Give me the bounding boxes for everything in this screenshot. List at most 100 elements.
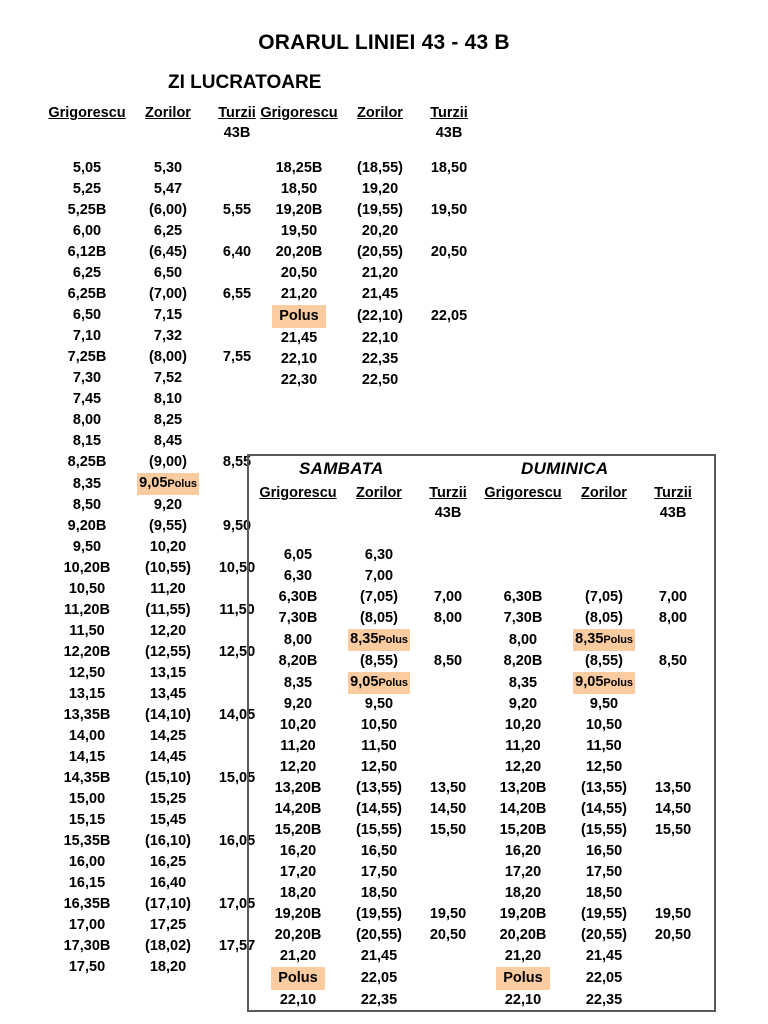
cell-zorilor: (13,55) <box>581 780 627 796</box>
cell-turzii: 8,00 <box>433 610 463 626</box>
cell-turzii: 9,50 <box>222 518 252 534</box>
cell-zorilor: (22,10) <box>357 308 403 324</box>
table-row: 8,35 9,05Polus <box>480 672 704 694</box>
spacer-cell <box>642 524 704 545</box>
cell-grigorescu: 16,35B <box>63 896 111 912</box>
cell-zorilor: (18,55) <box>357 160 403 176</box>
cell-grigorescu: 10,20B <box>63 560 111 576</box>
cell-grigorescu: 9,20 <box>508 696 538 712</box>
cell-zorilor: 17,25 <box>149 917 187 933</box>
cell-zorilor: 12,20 <box>149 623 187 639</box>
cell-grigorescu: 8,25B <box>67 454 107 470</box>
table-row: 17,20 17,50 <box>255 862 479 883</box>
cell-grigorescu: 21,20 <box>279 948 317 964</box>
column-header-grigorescu: Grigorescu <box>260 105 338 121</box>
table-row: 12,20B (12,55) 12,50 <box>44 642 268 663</box>
cell-turzii: 8,55 <box>222 454 252 470</box>
table-row: 7,10 7,32 <box>44 326 268 347</box>
cell-grigorescu: 12,20 <box>279 759 317 775</box>
cell-turzii <box>642 672 704 694</box>
cell-grigorescu: 13,35B <box>63 707 111 723</box>
cell-zorilor: 12,50 <box>360 759 398 775</box>
table-row: 14,20B (14,55) 14,50 <box>480 799 704 820</box>
cell-grigorescu: 10,20 <box>279 717 317 733</box>
duminica-schedule: Grigorescu Zorilor Turzii 43B 6,30B (7,05… <box>480 484 704 1011</box>
cell-grigorescu: 17,30B <box>63 938 111 954</box>
cell-grigorescu: 14,35B <box>63 770 111 786</box>
weekday-right-header: Grigorescu Zorilor Turzii 43B <box>256 104 480 158</box>
cell-zorilor: 7,52 <box>153 370 183 386</box>
cell-zorilor: (19,55) <box>357 202 403 218</box>
cell-grigorescu: 12,20B <box>63 644 111 660</box>
cell-grigorescu: 6,30B <box>278 589 318 605</box>
table-row: 8,50 9,20 <box>44 495 268 516</box>
table-row: 19,20B (19,55) 19,50 <box>256 200 480 221</box>
cell-grigorescu: 17,50 <box>68 959 106 975</box>
cell-grigorescu: 18,25B <box>275 160 323 176</box>
cell-zorilor: 8,45 <box>153 433 183 449</box>
table-row: 8,20B (8,55) 8,50 <box>480 651 704 672</box>
column-header-turzii-43b: 43B <box>223 125 251 141</box>
sambata-title: SAMBATA <box>299 459 384 478</box>
cell-zorilor: (15,10) <box>145 770 191 786</box>
cell-zorilor: 13,15 <box>149 665 187 681</box>
cell-grigorescu: 5,25 <box>72 181 102 197</box>
cell-turzii: 12,50 <box>218 644 256 660</box>
cell-grigorescu: 19,20B <box>499 906 547 922</box>
cell-turzii <box>417 883 479 904</box>
cell-grigorescu: 15,35B <box>63 833 111 849</box>
table-row: 14,20B (14,55) 14,50 <box>255 799 479 820</box>
cell-turzii <box>418 328 480 349</box>
sambata-schedule: Grigorescu Zorilor Turzii 43B 6,05 6,30 6,… <box>255 484 479 1011</box>
weekday-left-header: Grigorescu Zorilor Turzii 43B <box>44 104 268 158</box>
cell-turzii: 8,50 <box>658 653 688 669</box>
cell-grigorescu: 5,25B <box>67 202 107 218</box>
table-row: 10,50 11,20 <box>44 579 268 600</box>
cell-turzii <box>417 862 479 883</box>
cell-turzii <box>418 370 480 391</box>
cell-grigorescu: 20,20B <box>275 244 323 260</box>
cell-grigorescu: 7,10 <box>72 328 102 344</box>
cell-zorilor: 11,50 <box>586 738 622 754</box>
table-row: 8,00 8,35Polus <box>255 629 479 651</box>
cell-turzii: 6,55 <box>222 286 252 302</box>
cell-turzii: 20,50 <box>654 927 692 943</box>
cell-turzii: 19,50 <box>654 906 692 922</box>
polus-label: Polus <box>378 677 408 689</box>
table-row: 14,35B (15,10) 15,05 <box>44 768 268 789</box>
cell-zorilor: 9,05Polus <box>130 473 206 495</box>
weekend-schedule-box: SAMBATA DUMINICA Grigorescu Zorilor Turz… <box>247 454 716 1012</box>
table-row: 15,35B (16,10) 16,05 <box>44 831 268 852</box>
cell-grigorescu: 18,50 <box>280 181 318 197</box>
table-row: 6,05 6,30 <box>255 545 479 566</box>
polus-time-badge: 9,05Polus <box>137 473 199 495</box>
cell-zorilor: (9,00) <box>149 454 187 470</box>
table-row: 14,15 14,45 <box>44 747 268 768</box>
cell-turzii <box>206 389 268 410</box>
cell-zorilor: 5,30 <box>153 160 183 176</box>
table-row: 20,20B (20,55) 20,50 <box>480 925 704 946</box>
cell-turzii <box>417 566 479 587</box>
cell-grigorescu: 21,20 <box>504 948 542 964</box>
cell-grigorescu: 8,00 <box>508 631 538 648</box>
cell-zorilor: 11,50 <box>361 738 397 754</box>
cell-turzii <box>417 967 479 990</box>
cell-zorilor: (9,55) <box>149 518 187 534</box>
polus-badge: Polus <box>272 305 326 328</box>
cell-grigorescu: 8,20B <box>278 653 318 669</box>
polus-time-badge: 9,05Polus <box>348 672 410 694</box>
cell-grigorescu: 11,20B <box>64 602 110 618</box>
cell-grigorescu: 17,20 <box>504 864 542 880</box>
cell-turzii: 22,05 <box>430 308 468 324</box>
cell-grigorescu: 6,30 <box>283 568 313 584</box>
cell-grigorescu <box>480 566 566 587</box>
table-row: 8,00 8,25 <box>44 410 268 431</box>
cell-grigorescu: 17,00 <box>68 917 106 933</box>
spacer-cell <box>255 524 341 545</box>
cell-zorilor: 21,45 <box>585 948 623 964</box>
cell-zorilor: 6,25 <box>153 223 183 239</box>
cell-zorilor: (19,55) <box>356 906 402 922</box>
column-header-grigorescu: Grigorescu <box>48 105 126 121</box>
cell-turzii <box>417 946 479 967</box>
table-row: 7,45 8,10 <box>44 389 268 410</box>
